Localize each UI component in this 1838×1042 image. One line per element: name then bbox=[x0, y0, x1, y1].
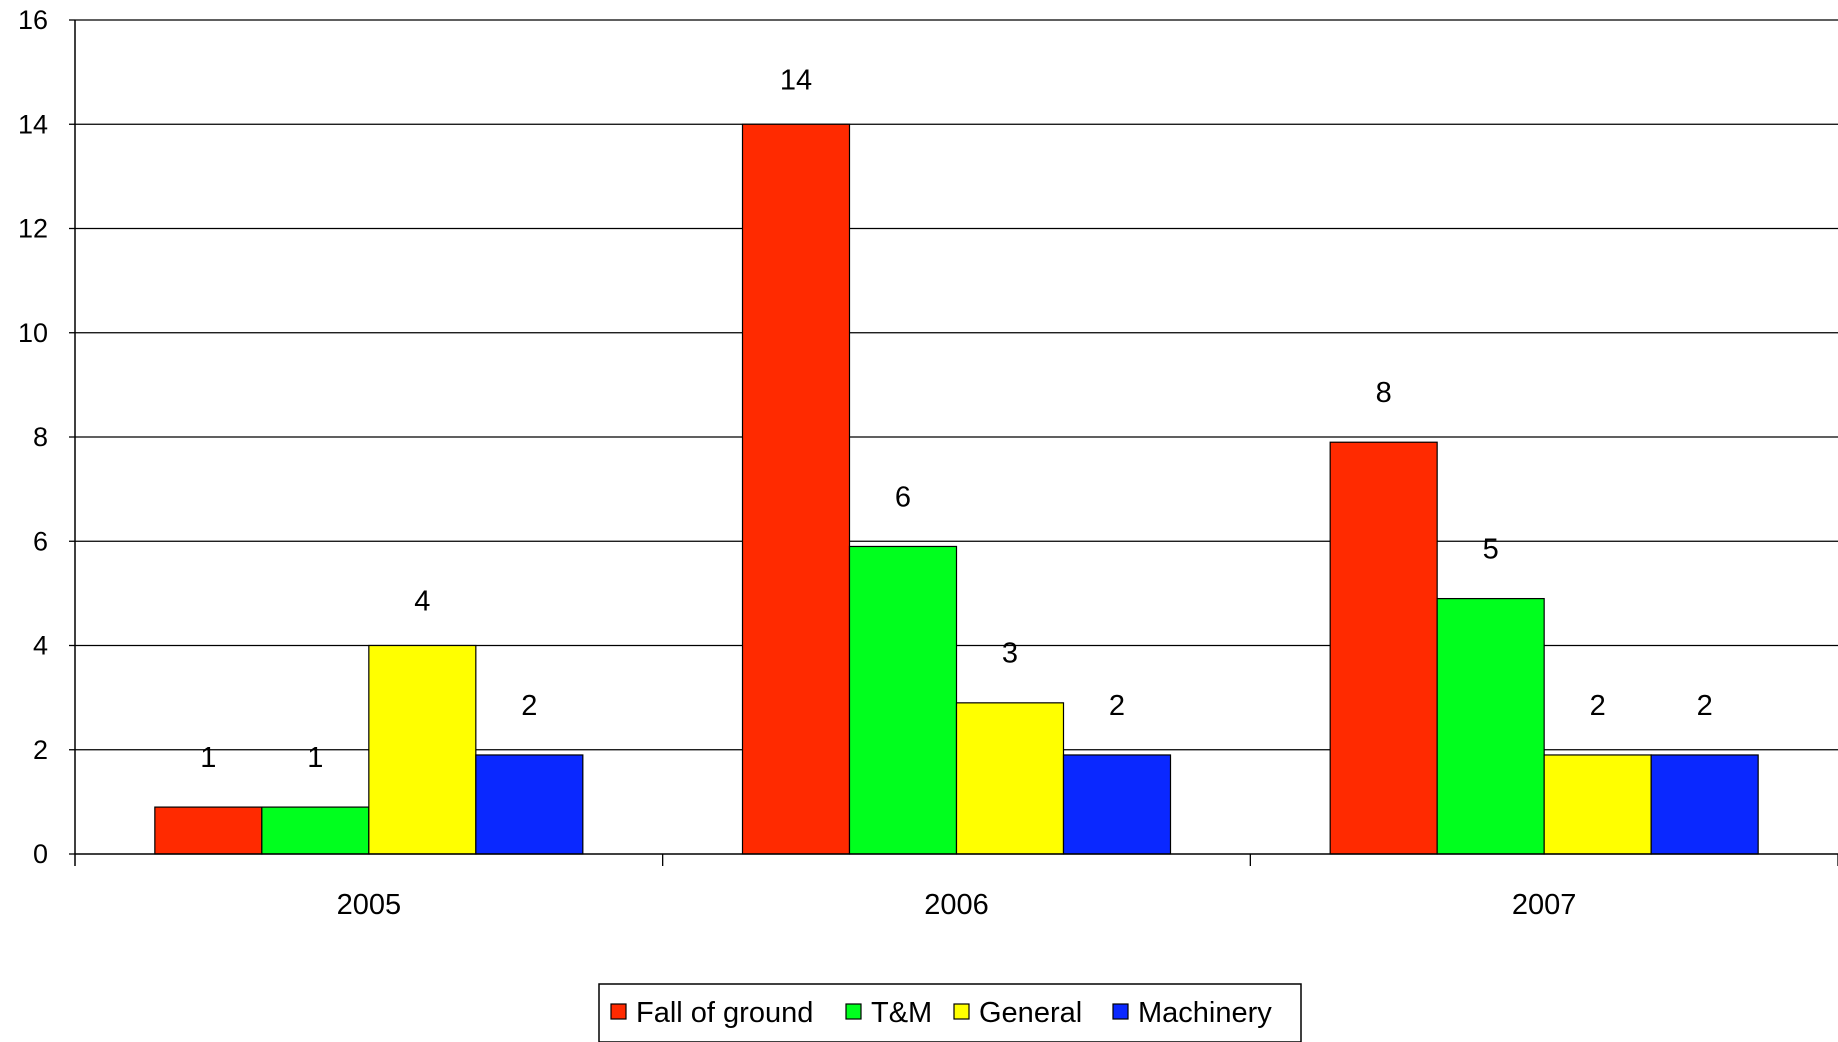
data-label: 14 bbox=[780, 64, 812, 96]
y-tick-label: 12 bbox=[18, 214, 48, 244]
bar-machinery bbox=[1650, 754, 1759, 855]
bar-machinery bbox=[1062, 754, 1172, 855]
data-label: 2 bbox=[1109, 690, 1125, 722]
legend-label: T&M bbox=[871, 997, 932, 1029]
bar-general bbox=[955, 702, 1065, 855]
y-tick-label: 14 bbox=[18, 109, 48, 139]
data-label: 2 bbox=[1590, 690, 1606, 722]
y-tick-label: 2 bbox=[33, 735, 48, 765]
y-tick-label: 10 bbox=[18, 318, 48, 348]
legend-swatch-machinery bbox=[1112, 1003, 1129, 1020]
bar-fall-of-ground bbox=[1329, 441, 1438, 855]
data-label: 4 bbox=[414, 586, 430, 618]
bar-t-m bbox=[1436, 597, 1545, 855]
y-tick-label: 16 bbox=[18, 5, 48, 35]
data-label: 3 bbox=[1002, 638, 1018, 670]
data-label: 8 bbox=[1376, 377, 1392, 409]
bar-t-m bbox=[848, 545, 958, 855]
bars bbox=[154, 123, 1759, 855]
bar-general bbox=[368, 644, 477, 855]
bar-general bbox=[1543, 754, 1652, 855]
legend-swatch-fall-of-ground bbox=[610, 1003, 627, 1020]
legend: Fall of ground T&M General Machinery bbox=[598, 983, 1302, 1042]
bar-fall-of-ground bbox=[741, 123, 851, 855]
data-label: 1 bbox=[307, 742, 323, 774]
x-category-label: 2006 bbox=[924, 889, 989, 921]
legend-label: General bbox=[979, 997, 1082, 1029]
x-category-label: 2007 bbox=[1512, 889, 1577, 921]
data-label: 2 bbox=[521, 690, 537, 722]
data-label: 5 bbox=[1483, 533, 1499, 565]
bar-fall-of-ground bbox=[154, 806, 263, 855]
data-label: 1 bbox=[200, 742, 216, 774]
y-tick-label: 6 bbox=[33, 526, 48, 556]
legend-swatch-general bbox=[953, 1003, 970, 1020]
y-tick-label: 8 bbox=[33, 422, 48, 452]
y-tick-label: 4 bbox=[33, 631, 48, 661]
y-tick-label: 0 bbox=[33, 839, 48, 869]
legend-label: Fall of ground bbox=[636, 997, 813, 1029]
data-label: 2 bbox=[1697, 690, 1713, 722]
bar-t-m bbox=[261, 806, 370, 855]
data-label: 6 bbox=[895, 481, 911, 513]
bar-machinery bbox=[475, 754, 584, 855]
x-category-label: 2005 bbox=[337, 889, 402, 921]
legend-box bbox=[598, 983, 1302, 1042]
legend-label: Machinery bbox=[1138, 997, 1272, 1029]
legend-swatch-t-m bbox=[845, 1003, 862, 1020]
